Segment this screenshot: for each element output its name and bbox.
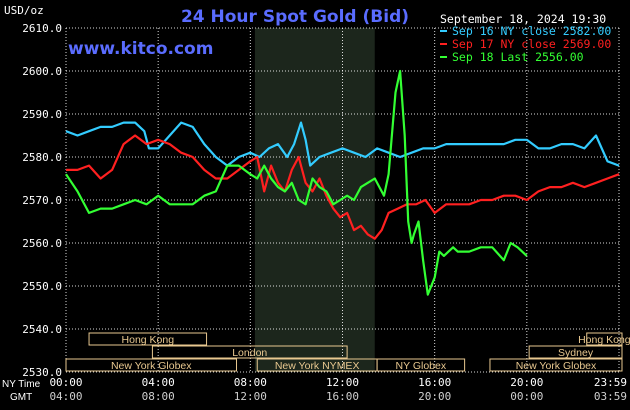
session-box xyxy=(489,358,623,372)
session-label: Sydney xyxy=(558,347,594,359)
timestamp-label: September 18, 2024 19:30 xyxy=(440,12,606,26)
legend-swatch-2 xyxy=(440,56,447,58)
y-tick-label: 2570.0 xyxy=(22,194,62,207)
session-shade xyxy=(254,28,375,372)
x-tick-label-gmt: 00:00 xyxy=(510,390,543,403)
x-tick-label-gmt: 08:00 xyxy=(142,390,175,403)
x-tick-label-gmt: 03:59 xyxy=(594,390,627,403)
x-tick-label-gmt: 04:00 xyxy=(49,390,82,403)
session-box xyxy=(528,345,623,359)
y-tick-label: 2600.0 xyxy=(22,65,62,78)
x-tick-label-ny: 12:00 xyxy=(326,376,359,389)
series-layer xyxy=(65,69,620,296)
session-shade-layer xyxy=(254,28,375,372)
y-tick-label: 2550.0 xyxy=(22,280,62,293)
session-box xyxy=(586,332,623,346)
x-tick-label-gmt: 16:00 xyxy=(326,390,359,403)
x-axis-gmt-label: GMT xyxy=(10,392,32,403)
legend-label-0: Sep 16 NY close 2582.00 xyxy=(452,24,611,38)
x-tick-label-ny: 04:00 xyxy=(142,376,175,389)
session-label: Hong Kong xyxy=(122,334,175,346)
source-label: www.kitco.com xyxy=(68,39,213,59)
y-tick-label: 2540.0 xyxy=(22,323,62,336)
legend-label-2: Sep 18 Last 2556.00 xyxy=(452,50,584,64)
unit-label: USD/oz xyxy=(4,4,44,17)
session-label: Hong Kong xyxy=(578,334,630,346)
session-label: New York Globex xyxy=(516,360,597,372)
y-tick-label: 2610.0 xyxy=(22,22,62,35)
session-box xyxy=(65,358,238,372)
session-label: New York Globex xyxy=(111,360,192,372)
chart-title: 24 Hour Spot Gold (Bid) xyxy=(181,7,409,27)
label-layer: USD/oz 24 Hour Spot Gold (Bid) www.kitco… xyxy=(2,4,627,403)
x-tick-label-gmt: 12:00 xyxy=(234,390,267,403)
series-line-0 xyxy=(65,121,620,167)
session-box xyxy=(376,358,466,372)
session-label: NY Globex xyxy=(396,360,447,372)
y-tick-label: 2560.0 xyxy=(22,237,62,250)
session-label: New York NYMEX xyxy=(275,360,360,372)
session-box xyxy=(88,332,208,346)
x-tick-label-ny: 20:00 xyxy=(510,376,543,389)
legend-label-1: Sep 17 NY close 2569.00 xyxy=(452,37,611,51)
y-tick-label: 2580.0 xyxy=(22,151,62,164)
series-line-2 xyxy=(65,69,528,296)
x-tick-label-ny: 08:00 xyxy=(234,376,267,389)
session-box xyxy=(151,345,348,359)
x-tick-label-gmt: 20:00 xyxy=(418,390,451,403)
x-axis-ny-time-label: NY Time xyxy=(2,379,41,390)
x-tick-label-ny: 16:00 xyxy=(418,376,451,389)
x-tick-label-ny: 23:59 xyxy=(594,376,627,389)
grid-layer xyxy=(65,27,620,373)
y-tick-label: 2590.0 xyxy=(22,108,62,121)
legend-swatch-1 xyxy=(440,43,447,45)
y-tick-label: 2530.0 xyxy=(22,366,62,379)
series-line-1 xyxy=(66,134,620,240)
session-label: London xyxy=(232,347,267,359)
x-tick-label-ny: 00:00 xyxy=(49,376,82,389)
legend-swatch-0 xyxy=(440,30,447,32)
